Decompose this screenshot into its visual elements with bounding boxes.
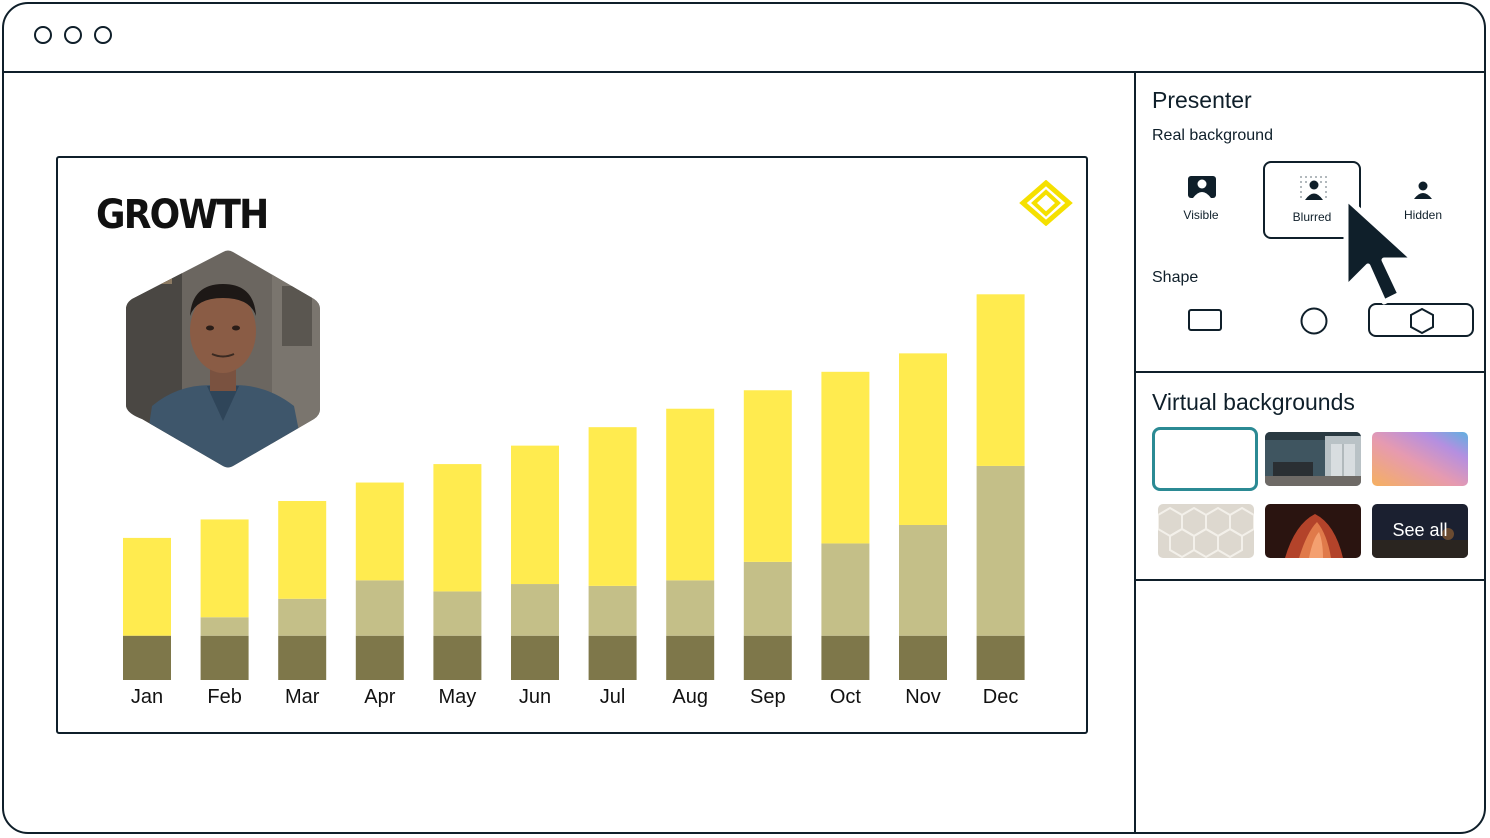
virtual-bg-pattern[interactable]: [1158, 504, 1254, 558]
person-square-icon: [1188, 176, 1216, 198]
bar-segment-middle-dec: [976, 465, 1025, 636]
x-tick-label-may: May: [438, 686, 477, 708]
x-tick-label-apr: Apr: [364, 686, 396, 708]
bar-segment-middle-jun: [511, 584, 559, 636]
virtual-backgrounds-title: Virtual backgrounds: [1152, 389, 1355, 415]
virtual-bg-none[interactable]: [1152, 427, 1258, 491]
bar-segment-top-mar: [278, 500, 327, 599]
bar-segment-top-nov: [899, 353, 947, 525]
presentation-slide: GROWTH Jan Feb Mar Apr May Jun Jul Aug Sep Oct Nov…: [56, 156, 1088, 734]
office-thumbnail: [1265, 432, 1361, 486]
bar-segment-middle-apr: [355, 580, 404, 636]
gradient-thumbnail: [1372, 432, 1468, 486]
bar-segment-top-aug: [666, 408, 715, 581]
bar-segment-top-may: [433, 464, 482, 592]
bar-segment-base-apr: [355, 635, 404, 680]
bar-segment-top-jun: [511, 445, 559, 585]
background-option-visible[interactable]: Visible: [1152, 161, 1250, 239]
bar-segment-base-mar: [278, 635, 327, 680]
person-blurred-icon: [1300, 176, 1327, 200]
bar-segment-base-dec: [976, 635, 1025, 680]
x-tick-label-nov: Nov: [905, 686, 941, 708]
shape-option-rectangle[interactable]: [1158, 303, 1254, 337]
x-tick-label-jan: Jan: [130, 686, 164, 708]
bar-segment-middle-mar: [278, 598, 327, 636]
x-tick-label-feb: Feb: [207, 686, 242, 708]
bar-segment-base-may: [433, 635, 482, 680]
growth-bar-chart: [123, 294, 1025, 680]
bar-segment-top-feb: [200, 519, 249, 618]
x-tick-label-jun: Jun: [518, 686, 552, 708]
bar-segment-base-jul: [588, 635, 637, 680]
real-background-label: Real background: [1152, 127, 1273, 144]
background-option-label: Hidden: [1403, 208, 1443, 222]
bar-segment-base-oct: [821, 635, 870, 680]
bar-segment-base-jan: [123, 635, 171, 680]
rectangle-icon: [1188, 309, 1222, 331]
background-option-label: Blurred: [1292, 210, 1332, 224]
window-minimize-dot[interactable]: [64, 26, 82, 44]
sidebar-divider: [1136, 579, 1484, 581]
canyon-thumbnail: [1265, 504, 1361, 558]
bar-segment-top-apr: [355, 482, 404, 581]
bar-segment-middle-may: [433, 591, 482, 636]
slide-title: GROWTH: [96, 192, 269, 238]
see-all-label: See all: [1392, 520, 1448, 540]
virtual-bg-gradient[interactable]: [1372, 432, 1468, 486]
x-tick-label-mar: Mar: [284, 686, 320, 708]
bar-segment-middle-jul: [588, 585, 637, 636]
sidebar-divider: [1136, 371, 1484, 373]
presenter-title: Presenter: [1152, 87, 1252, 113]
presenter-video: [126, 250, 320, 468]
hexagon-icon: [1410, 307, 1434, 335]
bar-segment-middle-nov: [899, 524, 947, 636]
bar-segment-top-jul: [588, 427, 637, 586]
x-tick-label-dec: Dec: [982, 686, 1019, 708]
background-option-hidden[interactable]: Hidden: [1374, 161, 1472, 239]
bar-segment-middle-aug: [666, 580, 715, 636]
background-option-label: Visible: [1183, 208, 1219, 222]
bar-segment-top-dec: [976, 294, 1025, 466]
settings-sidebar: Presenter Real background Visible: [1134, 71, 1484, 832]
bar-segment-base-jun: [511, 635, 559, 680]
background-option-blurred[interactable]: Blurred: [1263, 161, 1361, 239]
shape-option-circle[interactable]: [1266, 303, 1362, 337]
bar-segment-middle-sep: [743, 561, 792, 636]
circle-icon: [1300, 307, 1328, 335]
person-icon: [1414, 181, 1432, 199]
x-tick-label-jul: Jul: [599, 686, 626, 708]
shape-label: Shape: [1152, 269, 1199, 286]
x-tick-label-sep: Sep: [750, 686, 786, 708]
pattern-thumbnail: [1158, 504, 1254, 558]
window-close-dot[interactable]: [34, 26, 52, 44]
bar-segment-top-jan: [123, 537, 171, 636]
x-tick-label-oct: Oct: [829, 686, 861, 708]
window-maximize-dot[interactable]: [94, 26, 112, 44]
bar-segment-middle-feb: [200, 617, 249, 636]
bar-segment-base-nov: [899, 635, 947, 680]
x-tick-label-aug: Aug: [672, 686, 708, 708]
bar-segment-middle-oct: [821, 543, 870, 636]
night-thumbnail: [1372, 504, 1468, 558]
virtual-bg-office[interactable]: [1265, 432, 1361, 486]
virtual-bg-canyon[interactable]: [1265, 504, 1361, 558]
shape-option-hexagon[interactable]: [1368, 303, 1474, 337]
bar-segment-base-sep: [743, 635, 792, 680]
bar-segment-base-aug: [666, 635, 715, 680]
bar-segment-top-oct: [821, 371, 870, 544]
title-bar: [4, 4, 1484, 73]
bar-segment-top-sep: [743, 390, 792, 562]
see-all-backgrounds-button[interactable]: See all: [1372, 504, 1468, 558]
bar-segment-base-feb: [200, 635, 249, 680]
mouse-cursor-icon: [1343, 195, 1417, 305]
brand-logo-icon: [1019, 180, 1073, 226]
